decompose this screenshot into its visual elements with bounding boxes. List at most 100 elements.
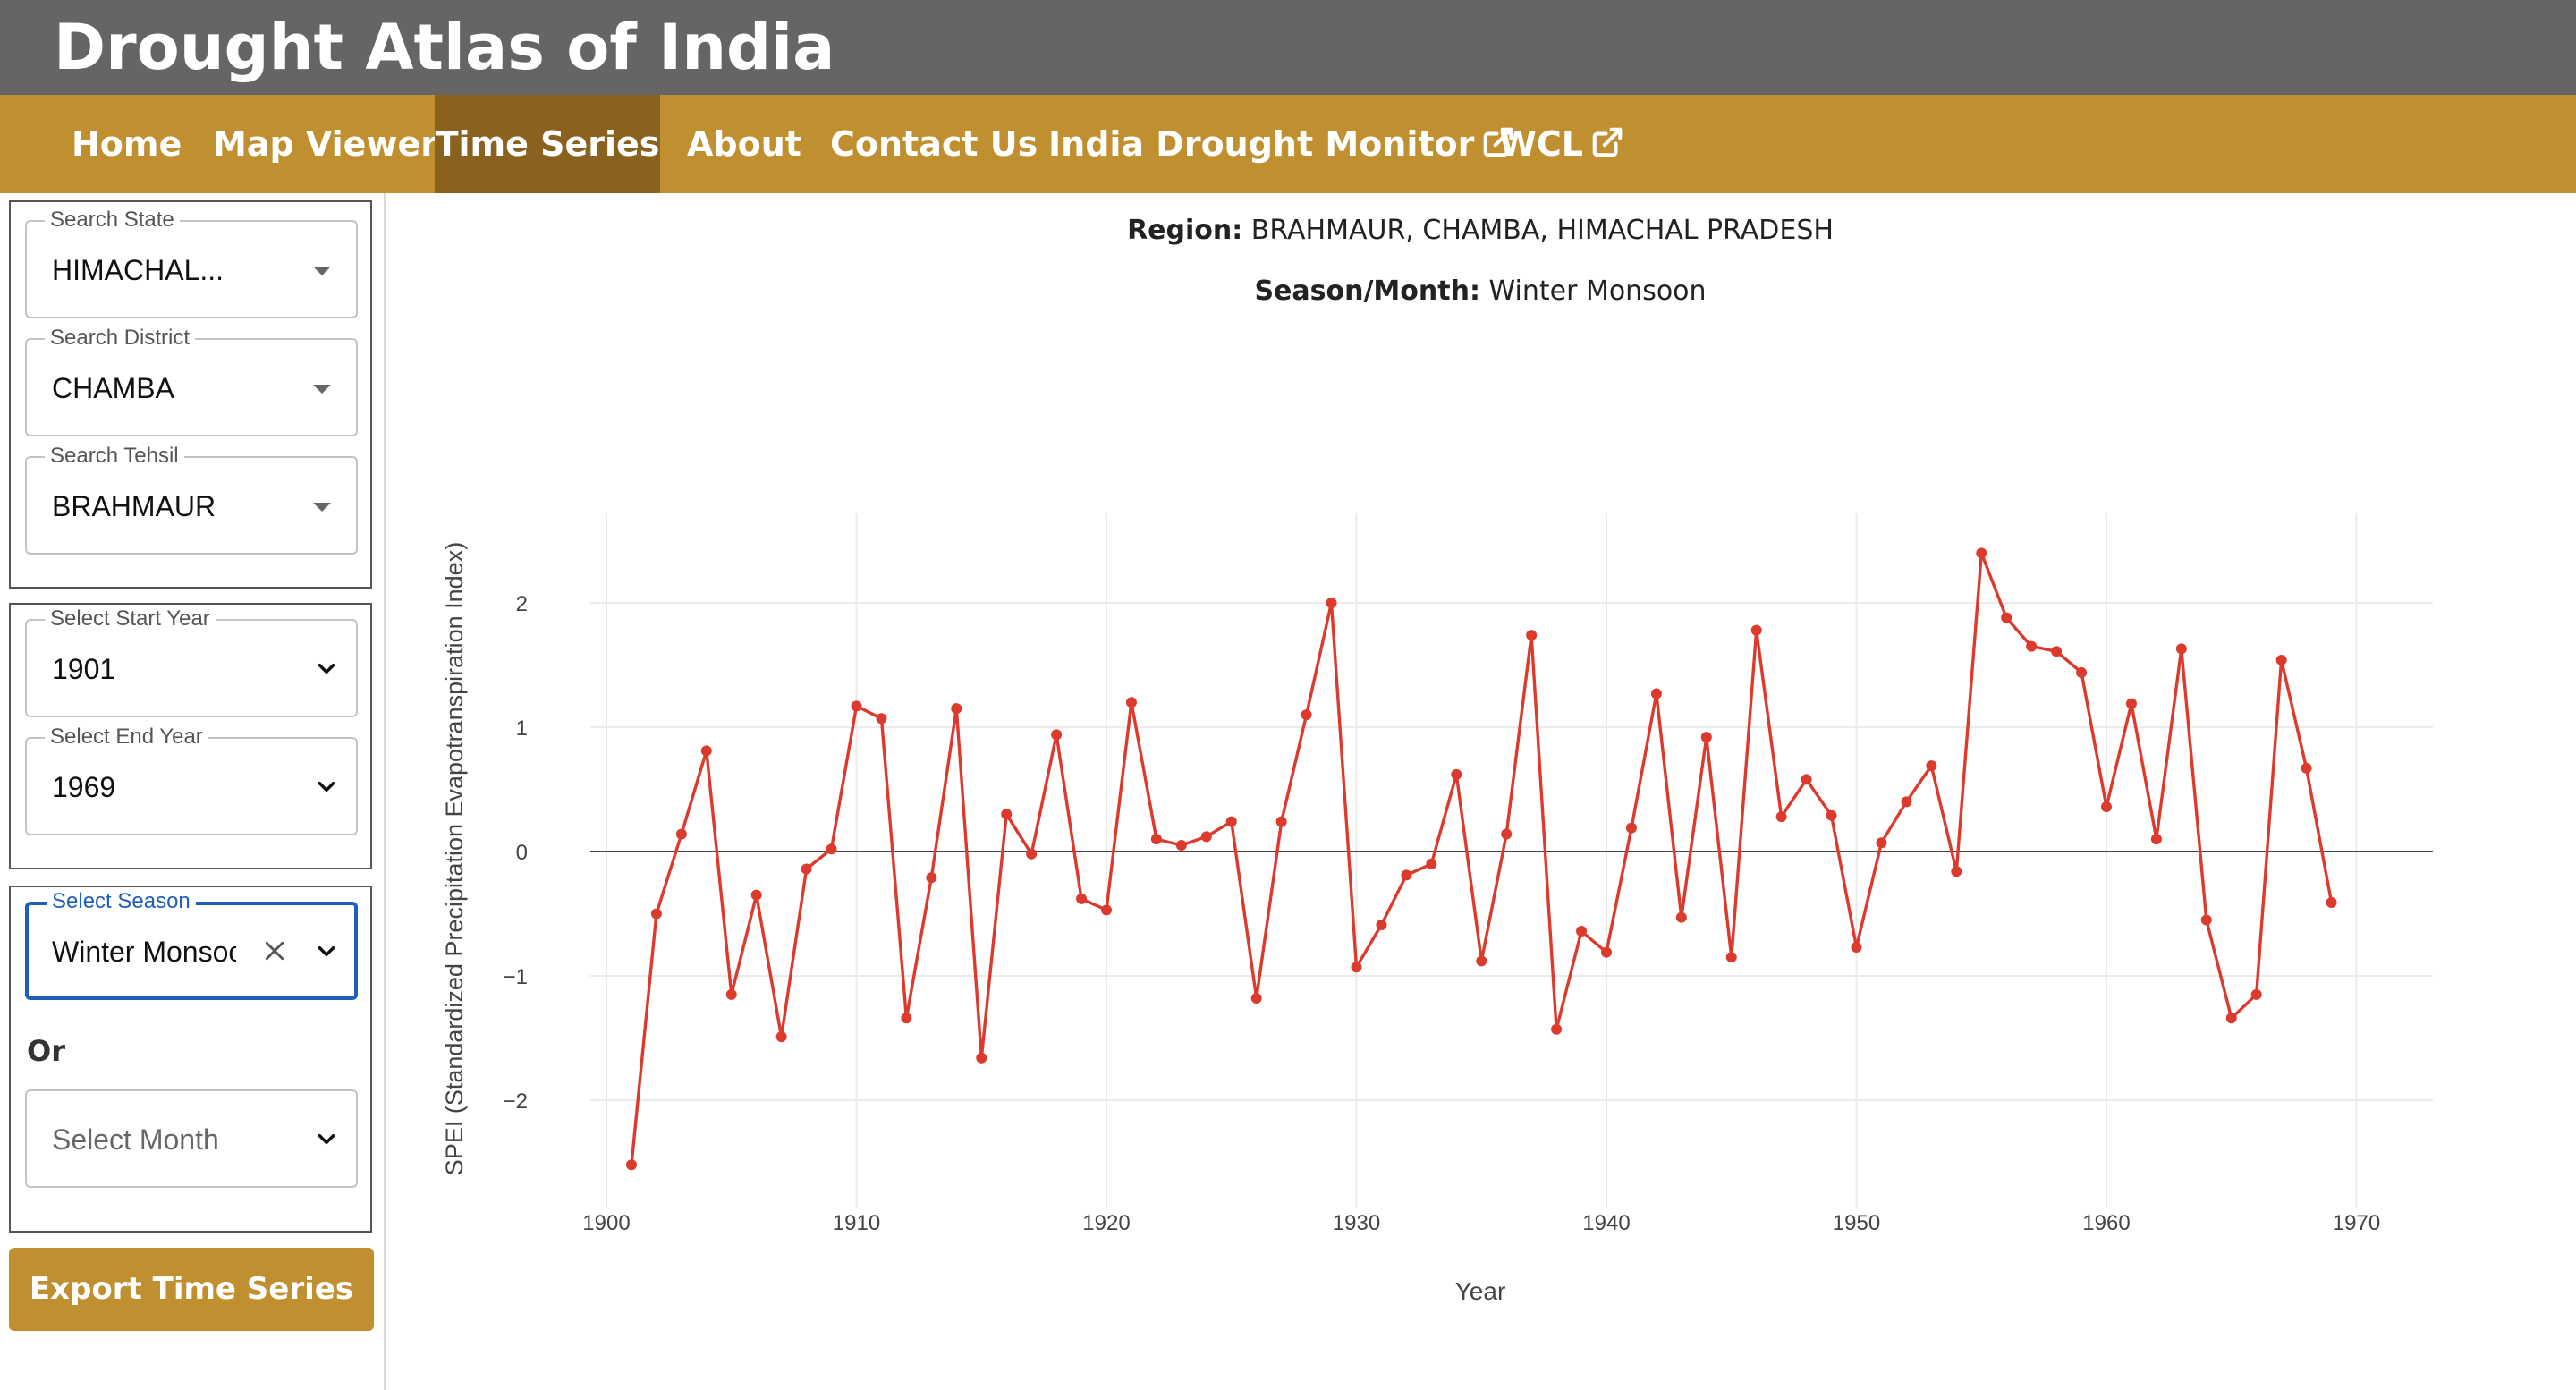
spei-data-point[interactable]: [1951, 866, 1962, 877]
spei-data-point[interactable]: [1376, 920, 1387, 931]
spei-data-point[interactable]: [1826, 809, 1837, 821]
season-select-label: Select Season: [47, 889, 196, 914]
nav-contact-us[interactable]: Contact Us: [830, 95, 1038, 193]
spei-data-point[interactable]: [1526, 630, 1538, 641]
spei-data-point[interactable]: [2275, 654, 2287, 665]
spei-data-point[interactable]: [675, 828, 687, 840]
nav-map-viewer[interactable]: Map Viewer: [195, 95, 437, 193]
y-tick-label: 1: [516, 716, 528, 741]
nav-wcl[interactable]: WCL: [1499, 95, 1642, 193]
spei-data-point[interactable]: [1250, 993, 1262, 1004]
spei-data-point[interactable]: [1476, 955, 1487, 967]
or-label: Or: [27, 1034, 65, 1068]
spei-data-point[interactable]: [1926, 760, 1937, 772]
spei-data-point[interactable]: [1801, 774, 1812, 785]
spei-data-point[interactable]: [1976, 547, 1987, 559]
spei-data-point[interactable]: [1150, 834, 1162, 845]
spei-data-point[interactable]: [2326, 896, 2337, 908]
spei-data-point[interactable]: [1551, 1023, 1563, 1035]
tehsil-select[interactable]: Search Tehsil BRAHMAUR: [25, 444, 358, 555]
district-select[interactable]: Search District CHAMBA: [25, 326, 358, 436]
chevron-down-icon[interactable]: [315, 657, 338, 680]
spei-data-point[interactable]: [2250, 988, 2262, 1000]
dropdown-arrow-icon[interactable]: [313, 267, 331, 275]
spei-data-point[interactable]: [1026, 848, 1038, 860]
dropdown-arrow-icon[interactable]: [313, 503, 331, 512]
spei-data-point[interactable]: [851, 700, 862, 712]
spei-data-point[interactable]: [1650, 688, 1662, 699]
spei-data-point[interactable]: [700, 745, 712, 757]
month-select[interactable]: Select Month: [25, 1089, 358, 1188]
spei-data-point[interactable]: [1275, 816, 1287, 827]
spei-data-point[interactable]: [1200, 831, 1212, 843]
end-year-value: 1969: [52, 771, 116, 803]
spei-data-point[interactable]: [1775, 811, 1787, 823]
spei-data-point[interactable]: [826, 843, 837, 855]
start-year-select[interactable]: Select Start Year 1901: [25, 606, 358, 717]
spei-data-point[interactable]: [1576, 925, 1588, 937]
spei-data-point[interactable]: [1426, 858, 1437, 869]
x-tick-label: 1910: [833, 1211, 880, 1235]
spei-data-point[interactable]: [1301, 709, 1312, 721]
spei-data-point[interactable]: [1725, 952, 1737, 963]
spei-data-point[interactable]: [1225, 816, 1237, 827]
spei-data-point[interactable]: [2200, 914, 2212, 926]
spei-data-point[interactable]: [1501, 828, 1513, 840]
chevron-down-icon[interactable]: [315, 939, 338, 962]
spei-data-point[interactable]: [1401, 869, 1412, 881]
spei-data-point[interactable]: [2026, 640, 2038, 652]
spei-data-point[interactable]: [876, 713, 887, 725]
spei-data-point[interactable]: [1351, 962, 1362, 973]
spei-data-point[interactable]: [1175, 840, 1187, 852]
spei-data-point[interactable]: [1326, 598, 1337, 608]
spei-data-point[interactable]: [2225, 1013, 2237, 1024]
spei-data-point[interactable]: [1051, 729, 1063, 741]
state-select[interactable]: Search State HIMACHAL...: [25, 208, 358, 318]
spei-data-point[interactable]: [2301, 762, 2312, 774]
spei-data-point[interactable]: [1675, 911, 1687, 923]
spei-data-point[interactable]: [951, 703, 962, 715]
spei-data-point[interactable]: [2125, 698, 2137, 709]
spei-data-point[interactable]: [901, 1013, 912, 1024]
spei-data-point[interactable]: [725, 988, 737, 1000]
spei-data-point[interactable]: [650, 908, 662, 920]
spei-data-point[interactable]: [1700, 732, 1712, 743]
dropdown-arrow-icon[interactable]: [313, 385, 331, 394]
chevron-down-icon[interactable]: [315, 1127, 338, 1150]
season-select[interactable]: Select Season Winter Monsoon: [25, 889, 358, 1000]
spei-data-point[interactable]: [625, 1159, 637, 1171]
spei-data-point[interactable]: [1101, 904, 1112, 916]
spei-data-point[interactable]: [2150, 834, 2162, 845]
spei-data-point[interactable]: [1601, 946, 1612, 958]
spei-data-point[interactable]: [1125, 697, 1137, 708]
spei-data-point[interactable]: [1851, 942, 1862, 954]
spei-data-point[interactable]: [926, 872, 937, 884]
export-time-series-button[interactable]: Export Time Series: [9, 1248, 374, 1331]
spei-data-point[interactable]: [1625, 822, 1637, 834]
spei-data-point[interactable]: [1451, 768, 1462, 780]
spei-data-point[interactable]: [2101, 801, 2112, 812]
spei-data-point[interactable]: [2175, 643, 2187, 655]
spei-data-point[interactable]: [750, 889, 762, 901]
nav-home[interactable]: Home: [48, 95, 182, 193]
x-tick-label: 1940: [1582, 1211, 1630, 1235]
spei-data-point[interactable]: [2076, 666, 2088, 678]
nav-india-drought-monitor[interactable]: India Drought Monitor: [1048, 95, 1513, 193]
clear-icon[interactable]: [261, 937, 288, 964]
spei-data-point[interactable]: [976, 1052, 987, 1064]
spei-data-point[interactable]: [1876, 837, 1887, 849]
chevron-down-icon[interactable]: [315, 775, 338, 798]
nav-time-series[interactable]: Time Series: [435, 95, 660, 193]
spei-data-point[interactable]: [775, 1031, 787, 1043]
spei-data-point[interactable]: [1001, 809, 1013, 820]
nav-about[interactable]: About: [687, 95, 803, 193]
spei-data-point[interactable]: [2051, 646, 2063, 657]
spei-data-point[interactable]: [2001, 612, 2012, 623]
external-link-icon: [1592, 127, 1623, 157]
spei-data-point[interactable]: [1901, 796, 1912, 808]
spei-data-point[interactable]: [1750, 624, 1762, 636]
end-year-select[interactable]: Select End Year 1969: [25, 725, 358, 835]
spei-data-point[interactable]: [801, 863, 812, 875]
spei-data-point[interactable]: [1076, 893, 1088, 904]
